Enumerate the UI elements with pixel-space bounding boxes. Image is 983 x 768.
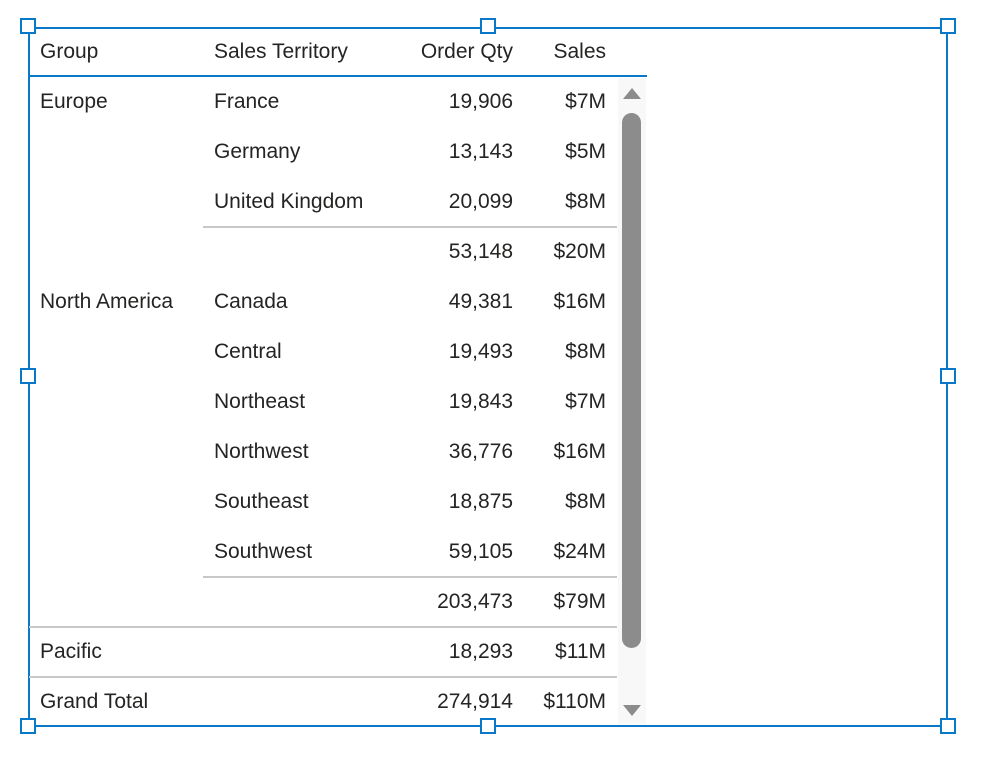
row-sales: $5M	[565, 140, 606, 163]
row-territory: Germany	[214, 140, 301, 163]
resize-handle-bottom-middle[interactable]	[480, 718, 496, 734]
row-sales: $8M	[565, 190, 606, 213]
row-territory: Central	[214, 340, 282, 363]
row-group: North America	[40, 290, 174, 313]
resize-handle-bottom-left[interactable]	[20, 718, 36, 734]
row-order-qty: 274,914	[437, 690, 513, 713]
header-sales-territory[interactable]: Sales Territory	[214, 40, 348, 63]
row-group: Pacific	[40, 640, 102, 663]
row-territory: Canada	[214, 290, 288, 313]
row-order-qty: 18,293	[448, 640, 513, 663]
row-sales: $79M	[553, 590, 606, 613]
row-divider	[203, 576, 617, 578]
row-sales: $24M	[553, 540, 606, 563]
row-order-qty: 19,906	[448, 90, 513, 113]
row-order-qty: 203,473	[437, 590, 513, 613]
row-sales: $8M	[565, 490, 606, 513]
header-divider	[29, 75, 647, 77]
header-sales[interactable]: Sales	[553, 40, 606, 63]
row-order-qty: 13,143	[448, 140, 513, 163]
resize-handle-top-middle[interactable]	[480, 18, 496, 34]
row-sales: $110M	[543, 690, 606, 713]
row-group: Grand Total	[40, 690, 149, 713]
header-order-qty[interactable]: Order Qty	[420, 40, 513, 63]
visual-container-selection[interactable]	[28, 27, 948, 727]
row-order-qty: 59,105	[448, 540, 513, 563]
row-group: Europe	[40, 90, 108, 113]
scroll-down-arrow-icon[interactable]	[623, 705, 641, 716]
resize-handle-bottom-right[interactable]	[940, 718, 956, 734]
header-group[interactable]: Group	[40, 40, 99, 63]
row-order-qty: 18,875	[448, 490, 513, 513]
row-divider	[203, 226, 617, 228]
row-territory: Southwest	[214, 540, 313, 563]
row-sales: $11M	[555, 640, 606, 663]
row-sales: $20M	[553, 240, 606, 263]
scrollbar-thumb[interactable]	[622, 113, 641, 648]
row-order-qty: 19,493	[448, 340, 513, 363]
row-order-qty: 53,148	[448, 240, 513, 263]
row-order-qty: 20,099	[448, 190, 513, 213]
row-territory: Northwest	[214, 440, 309, 463]
row-territory: Southeast	[214, 490, 309, 513]
row-territory: Northeast	[214, 390, 306, 413]
scroll-up-arrow-icon[interactable]	[623, 88, 641, 99]
row-order-qty: 49,381	[448, 290, 513, 313]
row-order-qty: 36,776	[448, 440, 513, 463]
row-divider	[29, 676, 617, 678]
row-sales: $16M	[553, 290, 606, 313]
resize-handle-middle-left[interactable]	[20, 368, 36, 384]
row-sales: $7M	[565, 390, 606, 413]
resize-handle-top-right[interactable]	[940, 18, 956, 34]
row-divider	[29, 626, 617, 628]
row-sales: $8M	[565, 340, 606, 363]
resize-handle-middle-right[interactable]	[940, 368, 956, 384]
resize-handle-top-left[interactable]	[20, 18, 36, 34]
row-territory: France	[214, 90, 280, 113]
row-territory: United Kingdom	[214, 190, 364, 213]
row-order-qty: 19,843	[448, 390, 513, 413]
row-sales: $7M	[565, 90, 606, 113]
row-sales: $16M	[553, 440, 606, 463]
